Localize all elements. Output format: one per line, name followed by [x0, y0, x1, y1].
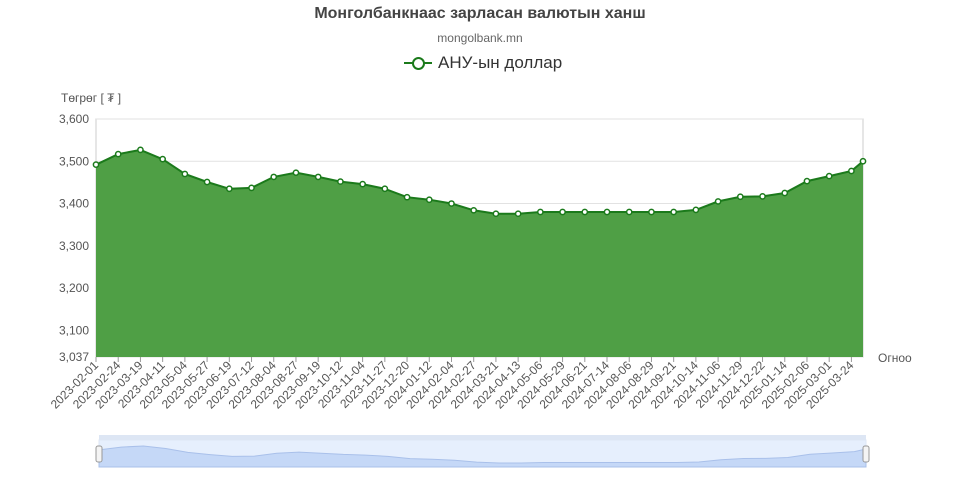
data-point	[137, 146, 144, 154]
data-point	[759, 193, 766, 200]
data-point	[492, 210, 500, 218]
y-axis: 3,037 3,100 3,200 3,300 3,400 3,500 3,600	[59, 112, 89, 364]
data-point	[203, 178, 211, 186]
y-tick-label: 3,100	[59, 323, 89, 337]
data-point	[248, 184, 255, 192]
data-point	[337, 178, 344, 185]
navigator-left-handle[interactable]	[95, 445, 103, 463]
series-area	[95, 148, 864, 357]
data-point	[736, 193, 744, 201]
data-points	[92, 146, 867, 218]
y-tick-label: 3,400	[59, 197, 89, 211]
data-point	[425, 196, 433, 204]
range-navigator[interactable]	[95, 435, 870, 468]
data-point	[859, 157, 867, 165]
navigator-series	[98, 445, 867, 468]
y-tick-label: 3,037	[59, 350, 89, 364]
navigator-right-handle[interactable]	[862, 445, 870, 463]
data-point	[648, 208, 655, 216]
y-tick-label: 3,300	[59, 239, 89, 253]
data-point	[159, 155, 167, 163]
data-point	[537, 208, 544, 216]
data-point	[559, 208, 566, 216]
legend-item-usd[interactable]: АНУ-ын доллар	[404, 52, 562, 74]
data-point	[603, 208, 611, 216]
data-point	[381, 185, 389, 193]
data-point	[448, 200, 455, 207]
data-point	[670, 208, 678, 216]
x-axis: 2023-02-012023-02-242023-03-192023-04-11…	[48, 357, 857, 412]
chart-title: Монголбанкнаас зарласан валютын ханш	[314, 5, 646, 22]
data-point	[292, 169, 300, 177]
series-fill	[96, 149, 863, 357]
data-point	[181, 170, 189, 178]
data-point	[581, 208, 589, 216]
y-tick-label: 3,500	[59, 154, 89, 168]
data-point	[225, 185, 233, 193]
data-point	[692, 206, 700, 214]
series-line	[95, 148, 864, 215]
y-axis-title: Төгрөг [ ₮ ]	[61, 91, 121, 105]
data-point	[92, 161, 100, 169]
chart-subtitle: mongolbank.mn	[437, 31, 523, 45]
data-point	[714, 198, 722, 205]
y-tick-label: 3,600	[59, 112, 89, 126]
x-axis-title: Огноо	[878, 351, 912, 365]
data-point	[114, 150, 122, 158]
data-point	[803, 177, 811, 185]
data-point	[359, 180, 366, 188]
data-point	[625, 208, 633, 216]
data-point	[270, 173, 278, 181]
navigator-scrollbar	[99, 435, 866, 440]
legend-line-marker-icon	[404, 55, 432, 71]
data-point	[470, 206, 478, 214]
legend-label: АНУ-ын доллар	[438, 53, 563, 72]
data-point	[781, 189, 789, 197]
data-point	[848, 167, 855, 175]
data-point	[314, 173, 322, 181]
data-point	[825, 172, 833, 180]
data-point	[403, 193, 411, 201]
data-point	[514, 210, 522, 218]
y-tick-label: 3,200	[59, 281, 89, 295]
